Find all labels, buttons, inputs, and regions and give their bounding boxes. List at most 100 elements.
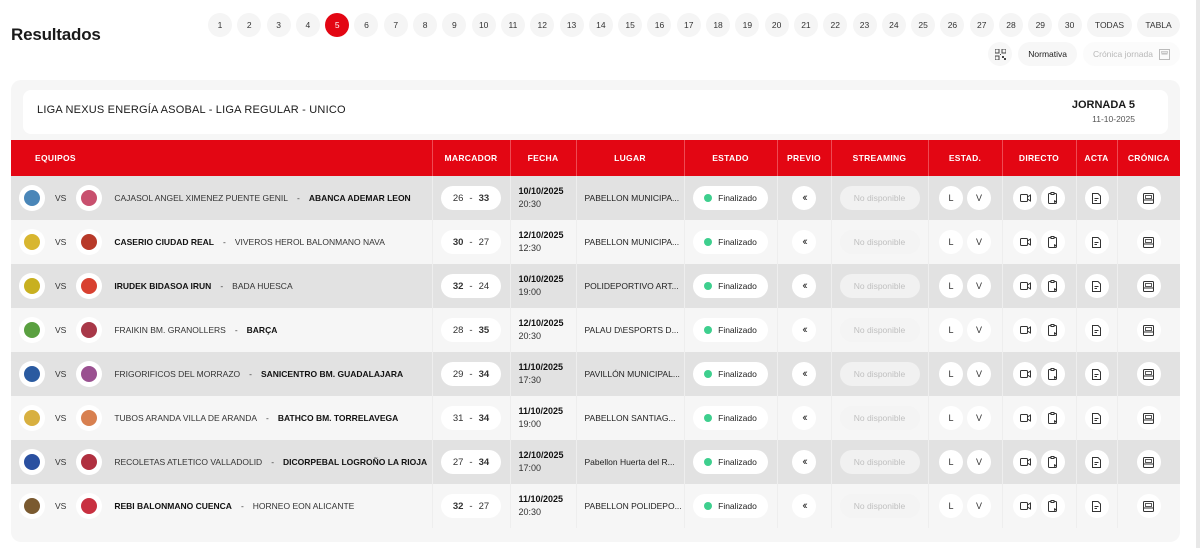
video-button[interactable]: [1013, 274, 1037, 298]
stats-visitor-button[interactable]: V: [967, 362, 991, 386]
acta-button[interactable]: [1084, 406, 1109, 430]
stats-local-button[interactable]: L: [939, 318, 963, 342]
round-button-1[interactable]: 1: [208, 13, 232, 37]
live-clipboard-button[interactable]: [1041, 274, 1065, 298]
round-button-29[interactable]: 29: [1028, 13, 1053, 37]
score-badge[interactable]: 26 - 33: [441, 186, 501, 210]
previo-button[interactable]: ‹‹: [792, 230, 816, 254]
round-button-2[interactable]: 2: [237, 13, 262, 37]
away-team-logo[interactable]: [76, 229, 103, 255]
previo-button[interactable]: ‹‹: [792, 494, 816, 518]
video-button[interactable]: [1013, 406, 1037, 430]
away-team-logo[interactable]: [76, 185, 103, 211]
venue[interactable]: PAVILLÓN MUNICIPAL...: [576, 352, 685, 396]
header-streaming[interactable]: STREAMING: [831, 140, 929, 176]
header-directo[interactable]: DIRECTO: [1002, 140, 1077, 176]
home-team-name[interactable]: TUBOS ARANDA VILLA DE ARANDA: [114, 413, 258, 423]
stats-visitor-button[interactable]: V: [967, 406, 991, 430]
header-acta[interactable]: ACTA: [1076, 140, 1118, 176]
round-button-19[interactable]: 19: [735, 13, 760, 37]
live-clipboard-button[interactable]: [1041, 494, 1065, 518]
round-button-3[interactable]: 3: [266, 13, 291, 37]
round-button-30[interactable]: 30: [1057, 13, 1082, 37]
cronica-button[interactable]: [1136, 186, 1161, 210]
video-button[interactable]: [1013, 318, 1037, 342]
round-button-21[interactable]: 21: [793, 13, 818, 37]
home-team-logo[interactable]: [19, 273, 45, 299]
round-button-15[interactable]: 15: [618, 13, 643, 37]
score-badge[interactable]: 27 - 34: [441, 450, 501, 474]
stats-local-button[interactable]: L: [939, 274, 963, 298]
live-clipboard-button[interactable]: [1041, 186, 1065, 210]
round-button-5[interactable]: 5: [325, 13, 350, 37]
header-fecha[interactable]: FECHA: [510, 140, 577, 176]
home-team-name[interactable]: RECOLETAS ATLETICO VALLADOLID: [114, 457, 263, 467]
header-cronica[interactable]: CRÓNICA: [1117, 140, 1180, 176]
venue[interactable]: PABELLON MUNICIPA...: [576, 220, 685, 264]
stats-visitor-button[interactable]: V: [967, 186, 991, 210]
acta-button[interactable]: [1084, 230, 1109, 254]
venue[interactable]: PABELLON POLIDEPO...: [576, 484, 685, 528]
away-team-name[interactable]: ABANCA ADEMAR LEON: [308, 193, 411, 203]
round-button-7[interactable]: 7: [383, 13, 408, 37]
round-button-26[interactable]: 26: [940, 13, 965, 37]
page-scrollbar[interactable]: [1196, 0, 1200, 548]
previo-button[interactable]: ‹‹: [792, 362, 816, 386]
acta-button[interactable]: [1084, 318, 1109, 342]
cronica-jornada-button[interactable]: Crónica jornada: [1082, 42, 1180, 66]
home-team-logo[interactable]: [19, 449, 45, 475]
stats-local-button[interactable]: L: [939, 186, 963, 210]
home-team-name[interactable]: CAJASOL ANGEL XIMENEZ PUENTE GENIL: [114, 193, 289, 203]
round-button-todas[interactable]: TODAS: [1086, 13, 1133, 37]
home-team-name[interactable]: REBI BALONMANO CUENCA: [114, 501, 232, 511]
away-team-name[interactable]: DICORPEBAL LOGROÑO LA RIOJA: [283, 457, 428, 467]
round-button-24[interactable]: 24: [881, 13, 906, 37]
table-row[interactable]: VS FRIGORIFICOS DEL MORRAZO - SANICENTRO…: [11, 352, 1180, 396]
round-button-4[interactable]: 4: [295, 13, 320, 37]
stats-local-button[interactable]: L: [939, 406, 963, 430]
live-clipboard-button[interactable]: [1041, 406, 1065, 430]
cronica-button[interactable]: [1136, 230, 1161, 254]
round-button-25[interactable]: 25: [911, 13, 936, 37]
round-button-9[interactable]: 9: [442, 13, 467, 37]
away-team-name[interactable]: SANICENTRO BM. GUADALAJARA: [260, 369, 404, 379]
venue[interactable]: PABELLON SANTIAG...: [576, 396, 685, 440]
home-team-logo[interactable]: [19, 229, 45, 255]
round-button-18[interactable]: 18: [706, 13, 731, 37]
video-button[interactable]: [1013, 362, 1037, 386]
round-button-23[interactable]: 23: [852, 13, 877, 37]
away-team-logo[interactable]: [76, 361, 103, 387]
video-button[interactable]: [1013, 186, 1037, 210]
header-lugar[interactable]: LUGAR: [576, 140, 685, 176]
table-row[interactable]: VS RECOLETAS ATLETICO VALLADOLID - DICOR…: [11, 440, 1180, 484]
venue[interactable]: PABELLON MUNICIPA...: [576, 176, 685, 220]
away-team-name[interactable]: VIVEROS HEROL BALONMANO NAVA: [234, 237, 385, 247]
live-clipboard-button[interactable]: [1041, 450, 1065, 474]
video-button[interactable]: [1013, 230, 1037, 254]
away-team-name[interactable]: BATHCO BM. TORRELAVEGA: [277, 413, 399, 423]
header-previo[interactable]: PREVIO: [777, 140, 832, 176]
header-marcador[interactable]: MARCADOR: [432, 140, 511, 176]
qr-code-button[interactable]: [988, 42, 1013, 66]
acta-button[interactable]: [1084, 494, 1109, 518]
round-button-14[interactable]: 14: [588, 13, 613, 37]
away-team-logo[interactable]: [76, 449, 103, 475]
previo-button[interactable]: ‹‹: [792, 186, 816, 210]
cronica-button[interactable]: [1136, 318, 1161, 342]
round-button-17[interactable]: 17: [676, 13, 701, 37]
away-team-logo[interactable]: [76, 317, 103, 343]
away-team-logo[interactable]: [76, 405, 103, 431]
acta-button[interactable]: [1084, 362, 1109, 386]
home-team-name[interactable]: FRAIKIN BM. GRANOLLERS: [114, 325, 226, 335]
away-team-logo[interactable]: [76, 493, 103, 519]
stats-local-button[interactable]: L: [939, 362, 963, 386]
score-badge[interactable]: 28 - 35: [441, 318, 501, 342]
live-clipboard-button[interactable]: [1041, 230, 1065, 254]
round-button-28[interactable]: 28: [999, 13, 1024, 37]
away-team-name[interactable]: BADA HUESCA: [232, 281, 293, 291]
header-equipos[interactable]: EQUIPOS: [11, 140, 433, 176]
table-row[interactable]: VS REBI BALONMANO CUENCA - HORNEO EON AL…: [11, 484, 1180, 528]
acta-button[interactable]: [1084, 450, 1109, 474]
round-button-16[interactable]: 16: [647, 13, 672, 37]
venue[interactable]: PALAU D\ESPORTS D...: [576, 308, 685, 352]
